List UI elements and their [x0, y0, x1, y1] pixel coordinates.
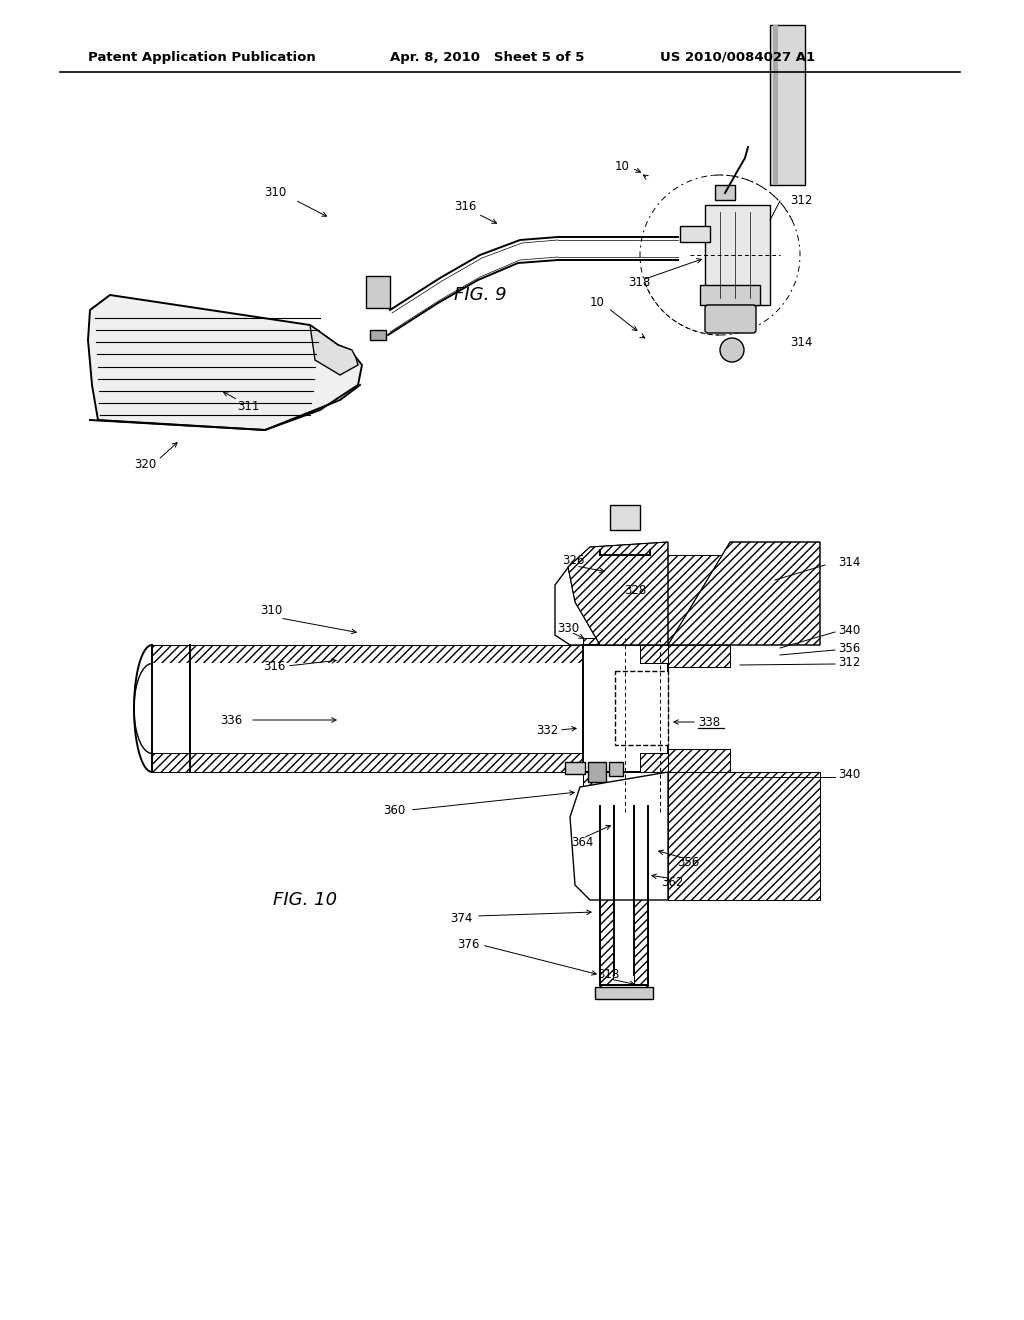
Text: 330: 330: [557, 622, 579, 635]
Text: 310: 310: [264, 186, 286, 198]
Bar: [773, 25, 778, 185]
Bar: [615, 671, 668, 744]
Text: 314: 314: [790, 335, 812, 348]
Polygon shape: [600, 807, 614, 985]
Polygon shape: [650, 554, 730, 645]
Bar: [583, 645, 668, 772]
Text: 318: 318: [597, 969, 620, 982]
Text: 318: 318: [628, 276, 650, 289]
Polygon shape: [668, 772, 820, 900]
Text: 340: 340: [838, 768, 860, 781]
Bar: [565, 762, 585, 774]
Text: FIG. 10: FIG. 10: [273, 891, 337, 909]
Text: Patent Application Publication: Patent Application Publication: [88, 50, 315, 63]
Circle shape: [720, 338, 744, 362]
Text: Apr. 8, 2010   Sheet 5 of 5: Apr. 8, 2010 Sheet 5 of 5: [390, 50, 585, 63]
Text: 312: 312: [790, 194, 812, 206]
Bar: [370, 330, 386, 341]
Bar: [152, 663, 583, 752]
Text: 340: 340: [838, 623, 860, 636]
FancyBboxPatch shape: [705, 305, 756, 333]
Polygon shape: [640, 752, 668, 772]
Polygon shape: [668, 748, 730, 772]
Bar: [700, 285, 760, 305]
Polygon shape: [568, 543, 820, 645]
Text: 364: 364: [570, 836, 593, 849]
Polygon shape: [583, 772, 605, 807]
Text: 360: 360: [383, 804, 406, 817]
Text: 356: 356: [677, 855, 699, 869]
Text: US 2010/0084027 A1: US 2010/0084027 A1: [660, 50, 815, 63]
Polygon shape: [555, 554, 600, 645]
Text: 316: 316: [454, 201, 476, 214]
Bar: [770, 25, 805, 185]
Polygon shape: [310, 325, 358, 375]
Text: 362: 362: [660, 875, 683, 888]
Bar: [680, 226, 710, 242]
Text: 320: 320: [134, 458, 156, 471]
Polygon shape: [570, 772, 668, 900]
Text: 311: 311: [237, 400, 259, 412]
Text: 356: 356: [838, 642, 860, 655]
Text: 326: 326: [562, 553, 584, 566]
Text: 338: 338: [698, 715, 720, 729]
Polygon shape: [634, 807, 648, 985]
Bar: [614, 807, 634, 985]
Text: 316: 316: [263, 660, 286, 672]
Polygon shape: [152, 645, 583, 663]
Text: 328: 328: [624, 583, 646, 597]
Polygon shape: [668, 645, 730, 667]
Polygon shape: [595, 987, 653, 999]
Bar: [610, 506, 640, 531]
Text: 376: 376: [458, 939, 480, 952]
Polygon shape: [640, 645, 668, 663]
Text: 10: 10: [614, 160, 630, 173]
Polygon shape: [583, 638, 605, 672]
Bar: [715, 185, 735, 201]
Text: 314: 314: [838, 556, 860, 569]
Polygon shape: [152, 752, 583, 772]
Bar: [366, 276, 390, 308]
Text: 310: 310: [260, 603, 283, 616]
Bar: [618, 818, 630, 829]
Text: FIG. 9: FIG. 9: [454, 286, 506, 304]
Bar: [609, 762, 623, 776]
Text: 374: 374: [451, 912, 473, 924]
Polygon shape: [705, 205, 770, 305]
Bar: [600, 554, 650, 645]
Bar: [588, 762, 606, 781]
Bar: [616, 793, 634, 810]
Text: 312: 312: [838, 656, 860, 668]
Text: 336: 336: [220, 714, 243, 726]
Text: 10: 10: [590, 297, 604, 309]
Text: 332: 332: [536, 723, 558, 737]
Polygon shape: [88, 294, 362, 430]
